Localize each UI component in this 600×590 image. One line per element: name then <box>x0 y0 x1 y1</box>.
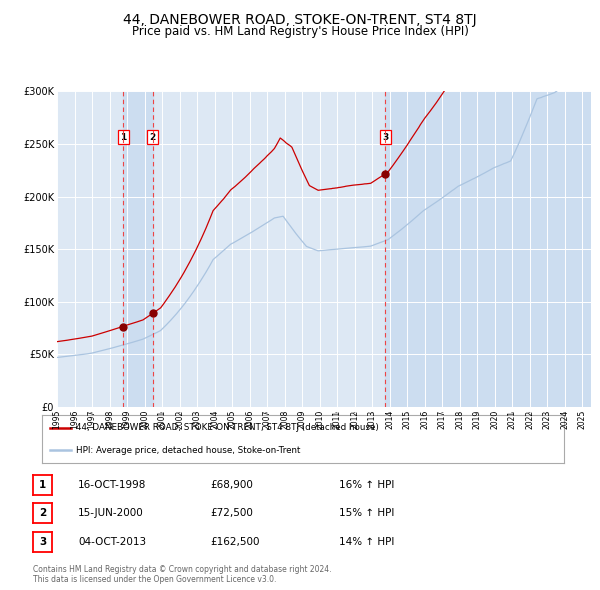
Text: 16-OCT-1998: 16-OCT-1998 <box>78 480 146 490</box>
Text: 2018: 2018 <box>455 410 464 429</box>
Text: 2011: 2011 <box>332 410 341 429</box>
Text: 1998: 1998 <box>105 410 114 430</box>
Text: 44, DANEBOWER ROAD, STOKE-ON-TRENT, ST4 8TJ (detached house): 44, DANEBOWER ROAD, STOKE-ON-TRENT, ST4 … <box>76 424 379 432</box>
Text: 1997: 1997 <box>88 410 97 430</box>
Text: 14% ↑ HPI: 14% ↑ HPI <box>339 537 394 546</box>
Bar <box>124 91 152 407</box>
Text: 04-OCT-2013: 04-OCT-2013 <box>78 537 146 546</box>
Text: 2015: 2015 <box>403 410 412 430</box>
Text: 2013: 2013 <box>368 410 377 430</box>
Text: 2: 2 <box>39 509 46 518</box>
Text: 1996: 1996 <box>70 410 79 430</box>
Text: 1999: 1999 <box>122 410 131 430</box>
Text: 2024: 2024 <box>560 410 569 430</box>
Text: 1995: 1995 <box>53 410 62 430</box>
Text: 2000: 2000 <box>140 410 149 430</box>
Text: 1: 1 <box>39 480 46 490</box>
Text: 2012: 2012 <box>350 410 359 429</box>
Text: 2021: 2021 <box>508 410 517 429</box>
Text: £72,500: £72,500 <box>210 509 253 518</box>
Text: 2004: 2004 <box>210 410 219 430</box>
Text: 2002: 2002 <box>175 410 184 430</box>
Text: 2009: 2009 <box>298 410 307 430</box>
Text: 2010: 2010 <box>315 410 324 430</box>
Text: 2017: 2017 <box>437 410 446 430</box>
Text: 2023: 2023 <box>543 410 552 430</box>
Text: This data is licensed under the Open Government Licence v3.0.: This data is licensed under the Open Gov… <box>33 575 277 584</box>
Text: HPI: Average price, detached house, Stoke-on-Trent: HPI: Average price, detached house, Stok… <box>76 445 301 454</box>
Text: 2025: 2025 <box>578 410 587 430</box>
Text: 2019: 2019 <box>473 410 482 430</box>
Text: 3: 3 <box>382 133 389 142</box>
Text: 2005: 2005 <box>227 410 236 430</box>
Text: £162,500: £162,500 <box>210 537 260 546</box>
Text: 2003: 2003 <box>193 410 202 430</box>
Text: 16% ↑ HPI: 16% ↑ HPI <box>339 480 394 490</box>
Text: 15% ↑ HPI: 15% ↑ HPI <box>339 509 394 518</box>
Text: 2016: 2016 <box>420 410 429 430</box>
Text: 15-JUN-2000: 15-JUN-2000 <box>78 509 144 518</box>
Text: 44, DANEBOWER ROAD, STOKE-ON-TRENT, ST4 8TJ: 44, DANEBOWER ROAD, STOKE-ON-TRENT, ST4 … <box>123 13 477 27</box>
Text: 2014: 2014 <box>385 410 394 430</box>
Text: 2007: 2007 <box>263 410 272 430</box>
Text: 2022: 2022 <box>525 410 534 429</box>
Text: 2001: 2001 <box>158 410 167 430</box>
Text: £68,900: £68,900 <box>210 480 253 490</box>
Text: 2: 2 <box>149 133 156 142</box>
Text: 2020: 2020 <box>490 410 499 430</box>
Text: 1: 1 <box>120 133 127 142</box>
Text: Price paid vs. HM Land Registry's House Price Index (HPI): Price paid vs. HM Land Registry's House … <box>131 25 469 38</box>
Text: 3: 3 <box>39 537 46 546</box>
Text: 2006: 2006 <box>245 410 254 430</box>
Text: 2008: 2008 <box>280 410 289 430</box>
Text: Contains HM Land Registry data © Crown copyright and database right 2024.: Contains HM Land Registry data © Crown c… <box>33 565 331 574</box>
Bar <box>385 91 591 407</box>
